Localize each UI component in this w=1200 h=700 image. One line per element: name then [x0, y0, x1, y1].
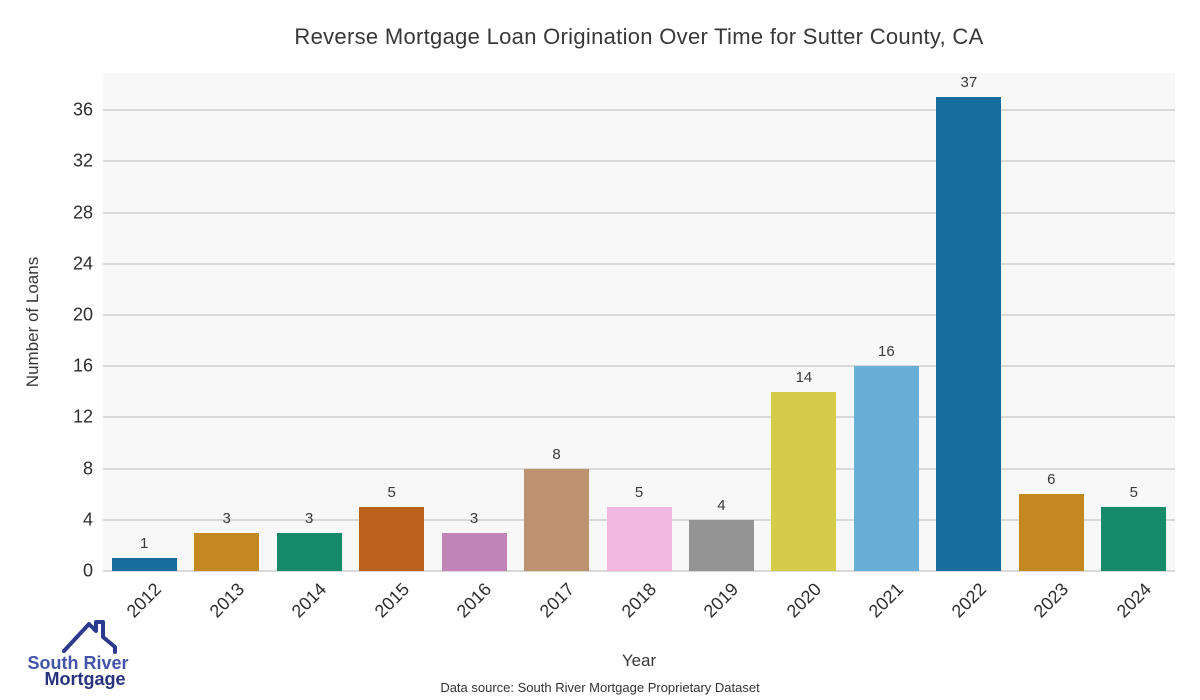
- bar-value-label: 3: [469, 509, 479, 527]
- bar-value-label: 1: [140, 535, 149, 553]
- bar-value-label: 8: [552, 445, 561, 463]
- y-tick-label: 20: [72, 304, 93, 325]
- x-tick-label: 2019: [700, 579, 743, 622]
- x-tick-label: 2023: [1029, 579, 1073, 622]
- x-tick-label: 2013: [205, 579, 248, 622]
- x-tick-label: 2017: [535, 579, 578, 622]
- x-tick-label: 2018: [617, 579, 661, 622]
- x-tick-label: 2016: [452, 579, 496, 622]
- company-logo: South River Mortgage: [16, 616, 136, 689]
- house-roof-icon: [62, 620, 117, 654]
- y-tick-label: 8: [82, 458, 93, 479]
- y-gridline: [103, 160, 1175, 163]
- x-axis-title: Year: [621, 651, 657, 670]
- y-tick-label: 12: [72, 406, 93, 427]
- bar-2024: [1101, 507, 1167, 571]
- bar-2015: [359, 507, 425, 571]
- bar-2018: [606, 507, 672, 571]
- y-tick-label: 32: [72, 150, 93, 171]
- bar-2020: [771, 391, 837, 571]
- y-gridline: [103, 365, 1175, 368]
- y-gridline: [103, 570, 1175, 572]
- data-source-caption: Data source: South River Mortgage Propri…: [440, 680, 760, 695]
- bar-value-label: 37: [960, 74, 978, 92]
- y-tick-label: 16: [72, 355, 93, 376]
- bar-2014: [276, 532, 342, 571]
- y-gridline: [103, 416, 1175, 419]
- logo-text-line2: Mortgage: [44, 669, 126, 689]
- bar-2012: [111, 558, 177, 571]
- bar-2019: [688, 519, 754, 571]
- x-tick-label: 2024: [1112, 579, 1155, 622]
- y-gridline: [103, 109, 1175, 112]
- bar-value-label: 5: [1129, 484, 1138, 501]
- y-gridline: [103, 262, 1175, 265]
- bar-value-label: 3: [222, 509, 231, 527]
- x-tick-label: 2021: [865, 579, 908, 622]
- y-gridline: [103, 313, 1175, 316]
- y-gridline: [103, 467, 1175, 470]
- bar-value-label: 14: [795, 368, 813, 386]
- bar-value-label: 3: [304, 509, 314, 527]
- y-tick-label: 24: [72, 253, 93, 274]
- bar-value-label: 4: [717, 496, 726, 514]
- y-gridline: [103, 211, 1175, 214]
- x-tick-label: 2020: [782, 579, 826, 622]
- y-tick-label: 0: [82, 560, 93, 581]
- chart-title: Reverse Mortgage Loan Origination Over T…: [294, 24, 984, 49]
- plot-area: 1 3 3 5 3 8 5 4 14 16 37 6 5: [103, 73, 1175, 572]
- x-tick-label: 2015: [370, 579, 413, 622]
- logo-text-line1: South River: [27, 653, 129, 673]
- bar-value-label: 16: [878, 343, 895, 361]
- bar-2023: [1018, 494, 1084, 571]
- bar-2016: [441, 532, 507, 571]
- bar-value-label: 5: [634, 484, 644, 501]
- bar-2022: [936, 97, 1002, 571]
- x-tick-label: 2014: [287, 579, 331, 622]
- x-tick-label: 2022: [947, 579, 991, 622]
- bar-value-label: 6: [1047, 471, 1056, 489]
- y-tick-label: 36: [72, 99, 93, 120]
- y-tick-label: 28: [72, 202, 93, 223]
- bar-2021: [853, 366, 919, 571]
- bar-2013: [194, 532, 260, 571]
- bar-value-label: 5: [387, 484, 396, 501]
- y-tick-label: 4: [82, 509, 93, 530]
- bar-2017: [524, 468, 590, 571]
